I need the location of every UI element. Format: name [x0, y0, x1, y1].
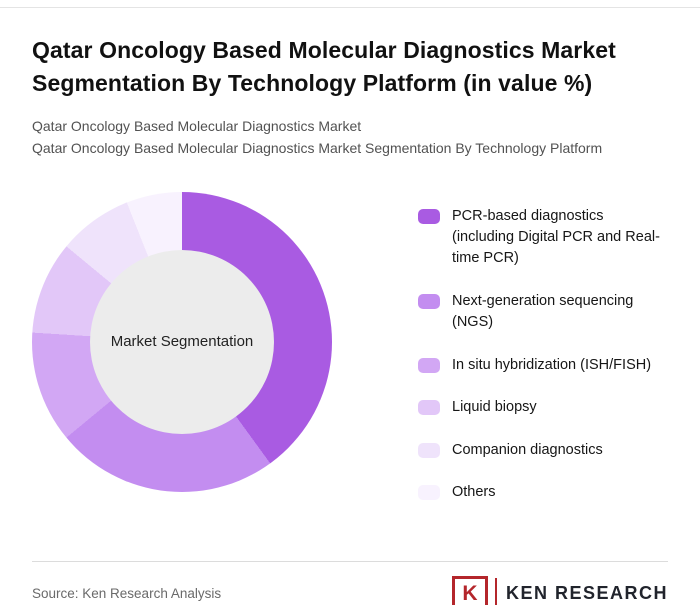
legend-item: PCR-based diagnostics (including Digital…: [418, 206, 668, 270]
legend-label: Companion diagnostics: [452, 441, 603, 458]
subtitle-block: Qatar Oncology Based Molecular Diagnosti…: [32, 115, 668, 159]
subtitle-line-1: Qatar Oncology Based Molecular Diagnosti…: [32, 118, 362, 135]
legend-item: Next-generation sequencing (NGS): [418, 291, 668, 334]
chart-row: Market Segmentation PCR-based diagnostic…: [32, 191, 668, 525]
source-note: Source: Ken Research Analysis: [32, 586, 222, 602]
donut-center-label: Market Segmentation: [90, 249, 274, 434]
legend-label: In situ hybridization (ISH/FISH): [452, 356, 652, 373]
legend-label: Next-generation sequencing (NGS): [452, 292, 634, 331]
logo-divider-bar: [494, 577, 497, 605]
footer-divider: [32, 560, 668, 562]
legend-item: Companion diagnostics: [418, 440, 668, 461]
page-title: Qatar Oncology Based Molecular Diagnosti…: [32, 37, 616, 96]
legend-swatch-icon: [418, 442, 440, 458]
legend-label: Others: [452, 484, 496, 501]
legend-item: Others: [418, 482, 668, 503]
legend-swatch-icon: [418, 357, 440, 373]
legend-label: Liquid biopsy: [452, 399, 537, 416]
ken-research-logo-mark-icon: K: [451, 575, 488, 605]
legend-swatch-icon: [418, 293, 440, 309]
infographic-page: Qatar Oncology Based Molecular Diagnosti…: [0, 34, 700, 525]
legend-swatch-icon: [418, 485, 440, 501]
ken-research-logo-text: KEN RESEARCH: [505, 583, 668, 604]
legend-item: In situ hybridization (ISH/FISH): [418, 355, 668, 376]
legend-item: Liquid biopsy: [418, 397, 668, 418]
top-border-rule: [0, 7, 700, 8]
legend-label: PCR-based diagnostics (including Digital…: [452, 207, 660, 267]
ken-research-logo: K KEN RESEARCH: [451, 575, 668, 605]
chart-legend: PCR-based diagnostics (including Digital…: [418, 192, 668, 525]
subtitle-line-2: Qatar Oncology Based Molecular Diagnosti…: [32, 140, 603, 157]
legend-swatch-icon: [418, 208, 440, 224]
footer: Source: Ken Research Analysis K KEN RESE…: [0, 575, 700, 605]
donut-chart: Market Segmentation: [32, 191, 332, 492]
legend-swatch-icon: [418, 400, 440, 416]
